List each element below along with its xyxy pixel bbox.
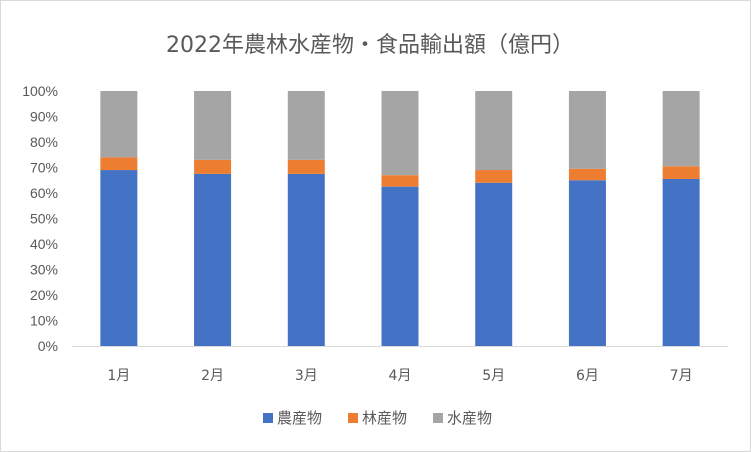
bar-segment-3-5: [475, 91, 513, 171]
legend-label: 水産物: [447, 409, 492, 427]
bar-segment-2-2: [194, 159, 232, 174]
y-tick-label: 60%: [30, 185, 58, 201]
x-tick-label: 5月: [482, 368, 505, 384]
bar-segment-1-7: [662, 178, 700, 346]
x-tick-label: 3月: [295, 368, 318, 384]
x-tick-label: 4月: [389, 368, 412, 384]
y-tick-label: 0%: [38, 338, 58, 354]
y-tick-label: 100%: [22, 83, 58, 99]
x-axis: 1月 2月 3月 4月 5月 6月 7月: [72, 346, 728, 384]
chart-title: 2022年農林水産物・食品輸出額（億円）: [166, 33, 574, 58]
bar-segment-2-4: [381, 175, 419, 187]
x-tick-label: 6月: [576, 368, 599, 384]
y-tick-label: 70%: [30, 160, 58, 176]
legend-swatch: [263, 413, 273, 423]
bar-segment-2-6: [568, 168, 606, 181]
bar-segment-1-6: [568, 180, 606, 346]
bar-segment-3-3: [287, 91, 325, 160]
bar-segment-2-5: [475, 170, 513, 183]
bar-segment-1-5: [475, 182, 513, 346]
bar-segment-1-3: [287, 173, 325, 346]
y-tick-label: 90%: [30, 109, 58, 125]
y-tick-label: 40%: [30, 236, 58, 252]
x-tick-label: 1月: [107, 368, 130, 384]
bar-segment-2-3: [287, 159, 325, 174]
bar-segment-3-1: [100, 91, 138, 158]
bar-segment-3-4: [381, 91, 419, 176]
bar-segment-1-4: [381, 186, 419, 346]
y-tick-label: 80%: [30, 134, 58, 150]
bar-segment-1-2: [194, 173, 232, 346]
y-tick-label: 50%: [30, 211, 58, 227]
bar-segment-1-1: [100, 170, 138, 346]
y-tick-label: 20%: [30, 287, 58, 303]
bar-segment-2-1: [100, 157, 138, 171]
legend-swatch: [433, 413, 443, 423]
bar-segment-2-7: [662, 166, 700, 179]
bar-segment-3-6: [568, 91, 606, 169]
legend: 農産物 林産物 水産物: [263, 409, 492, 427]
x-tick-label: 2月: [201, 368, 224, 384]
bar-segment-3-2: [194, 91, 232, 160]
x-tick-label: 7月: [670, 368, 693, 384]
legend-label: 農産物: [277, 409, 322, 427]
legend-swatch: [348, 413, 358, 423]
y-axis: 0% 10% 20% 30% 40% 50% 60% 70% 80% 90% 100%: [22, 83, 58, 354]
legend-label: 林産物: [362, 409, 407, 427]
bar-segment-3-7: [662, 91, 700, 167]
y-tick-label: 10%: [30, 313, 58, 329]
plot-area: [100, 91, 700, 346]
y-tick-label: 30%: [30, 262, 58, 278]
